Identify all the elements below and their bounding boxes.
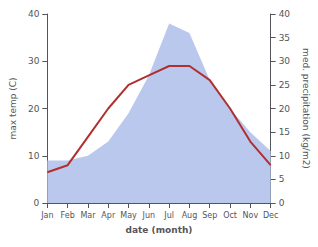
svg-text:Nov: Nov — [243, 211, 259, 220]
svg-text:date (month): date (month) — [126, 225, 193, 235]
svg-text:Apr: Apr — [101, 211, 116, 220]
svg-text:Feb: Feb — [61, 211, 75, 220]
svg-text:Jan: Jan — [40, 211, 53, 220]
svg-text:med. precipitation (kg/m2): med. precipitation (kg/m2) — [301, 48, 311, 169]
svg-text:5: 5 — [279, 174, 285, 184]
svg-text:40: 40 — [28, 9, 40, 19]
svg-text:10: 10 — [28, 151, 40, 161]
svg-text:25: 25 — [279, 80, 290, 90]
svg-text:Mar: Mar — [80, 211, 96, 220]
svg-text:0: 0 — [279, 198, 285, 208]
svg-text:Aug: Aug — [182, 211, 198, 220]
svg-text:Oct: Oct — [223, 211, 237, 220]
svg-text:40: 40 — [279, 9, 291, 19]
svg-text:20: 20 — [279, 104, 291, 114]
svg-text:Sep: Sep — [202, 211, 217, 220]
svg-text:10: 10 — [279, 151, 291, 161]
svg-text:20: 20 — [28, 104, 40, 114]
svg-text:30: 30 — [28, 56, 40, 66]
svg-text:0: 0 — [34, 198, 40, 208]
svg-text:May: May — [120, 211, 137, 220]
svg-text:15: 15 — [279, 127, 290, 137]
svg-text:Jul: Jul — [163, 211, 174, 220]
svg-text:35: 35 — [279, 33, 290, 43]
svg-text:30: 30 — [279, 56, 291, 66]
svg-text:Dec: Dec — [263, 211, 278, 220]
svg-text:max temp (C): max temp (C) — [8, 77, 18, 139]
svg-text:Jun: Jun — [142, 211, 156, 220]
